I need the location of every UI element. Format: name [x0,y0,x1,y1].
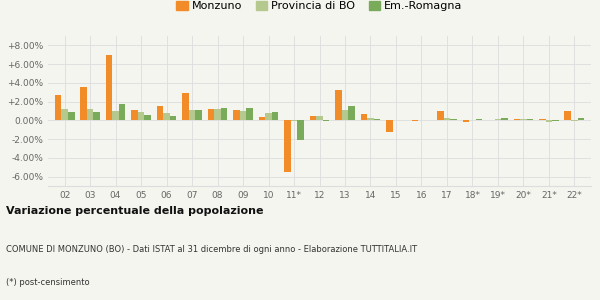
Bar [80,87,87,120]
Bar [450,119,457,120]
Bar [196,110,202,120]
Bar [138,112,145,120]
Bar [552,120,559,121]
Bar [335,90,341,120]
Bar [68,112,74,120]
Bar [501,118,508,120]
Bar [565,111,571,120]
Bar [61,109,68,120]
Bar [284,120,290,172]
Bar [361,114,367,120]
Bar [386,120,392,132]
Bar [316,116,323,120]
Bar [323,120,329,121]
Bar [341,110,349,120]
Bar [494,118,501,120]
Bar [119,104,125,120]
Bar [272,112,278,120]
Bar [55,95,61,120]
Text: (*) post-censimento: (*) post-censimento [6,278,89,287]
Bar [106,55,112,120]
Bar [259,117,265,120]
Bar [290,120,298,121]
Bar [208,109,214,120]
Bar [145,115,151,120]
Bar [214,109,221,120]
Bar [112,111,119,120]
Bar [310,116,316,120]
Bar [514,119,520,120]
Bar [189,110,196,120]
Bar [520,119,527,120]
Bar [221,108,227,120]
Bar [240,111,247,120]
Bar [578,118,584,120]
Bar [157,106,163,120]
Bar [463,120,469,122]
Bar [412,120,418,121]
Bar [539,118,545,120]
Bar [349,106,355,120]
Bar [131,110,138,120]
Bar [545,120,552,122]
Bar [170,116,176,120]
Bar [163,113,170,120]
Bar [527,118,533,120]
Bar [94,112,100,120]
Bar [571,120,578,121]
Text: COMUNE DI MONZUNO (BO) - Dati ISTAT al 31 dicembre di ogni anno - Elaborazione T: COMUNE DI MONZUNO (BO) - Dati ISTAT al 3… [6,245,417,254]
Text: Variazione percentuale della popolazione: Variazione percentuale della popolazione [6,206,263,217]
Bar [87,109,94,120]
Bar [437,111,443,120]
Bar [247,108,253,120]
Bar [265,113,272,120]
Bar [443,118,450,120]
Legend: Monzuno, Provincia di BO, Em.-Romagna: Monzuno, Provincia di BO, Em.-Romagna [172,0,467,16]
Bar [367,118,374,120]
Bar [298,120,304,140]
Bar [374,118,380,120]
Bar [233,110,240,120]
Bar [182,93,189,120]
Bar [476,119,482,120]
